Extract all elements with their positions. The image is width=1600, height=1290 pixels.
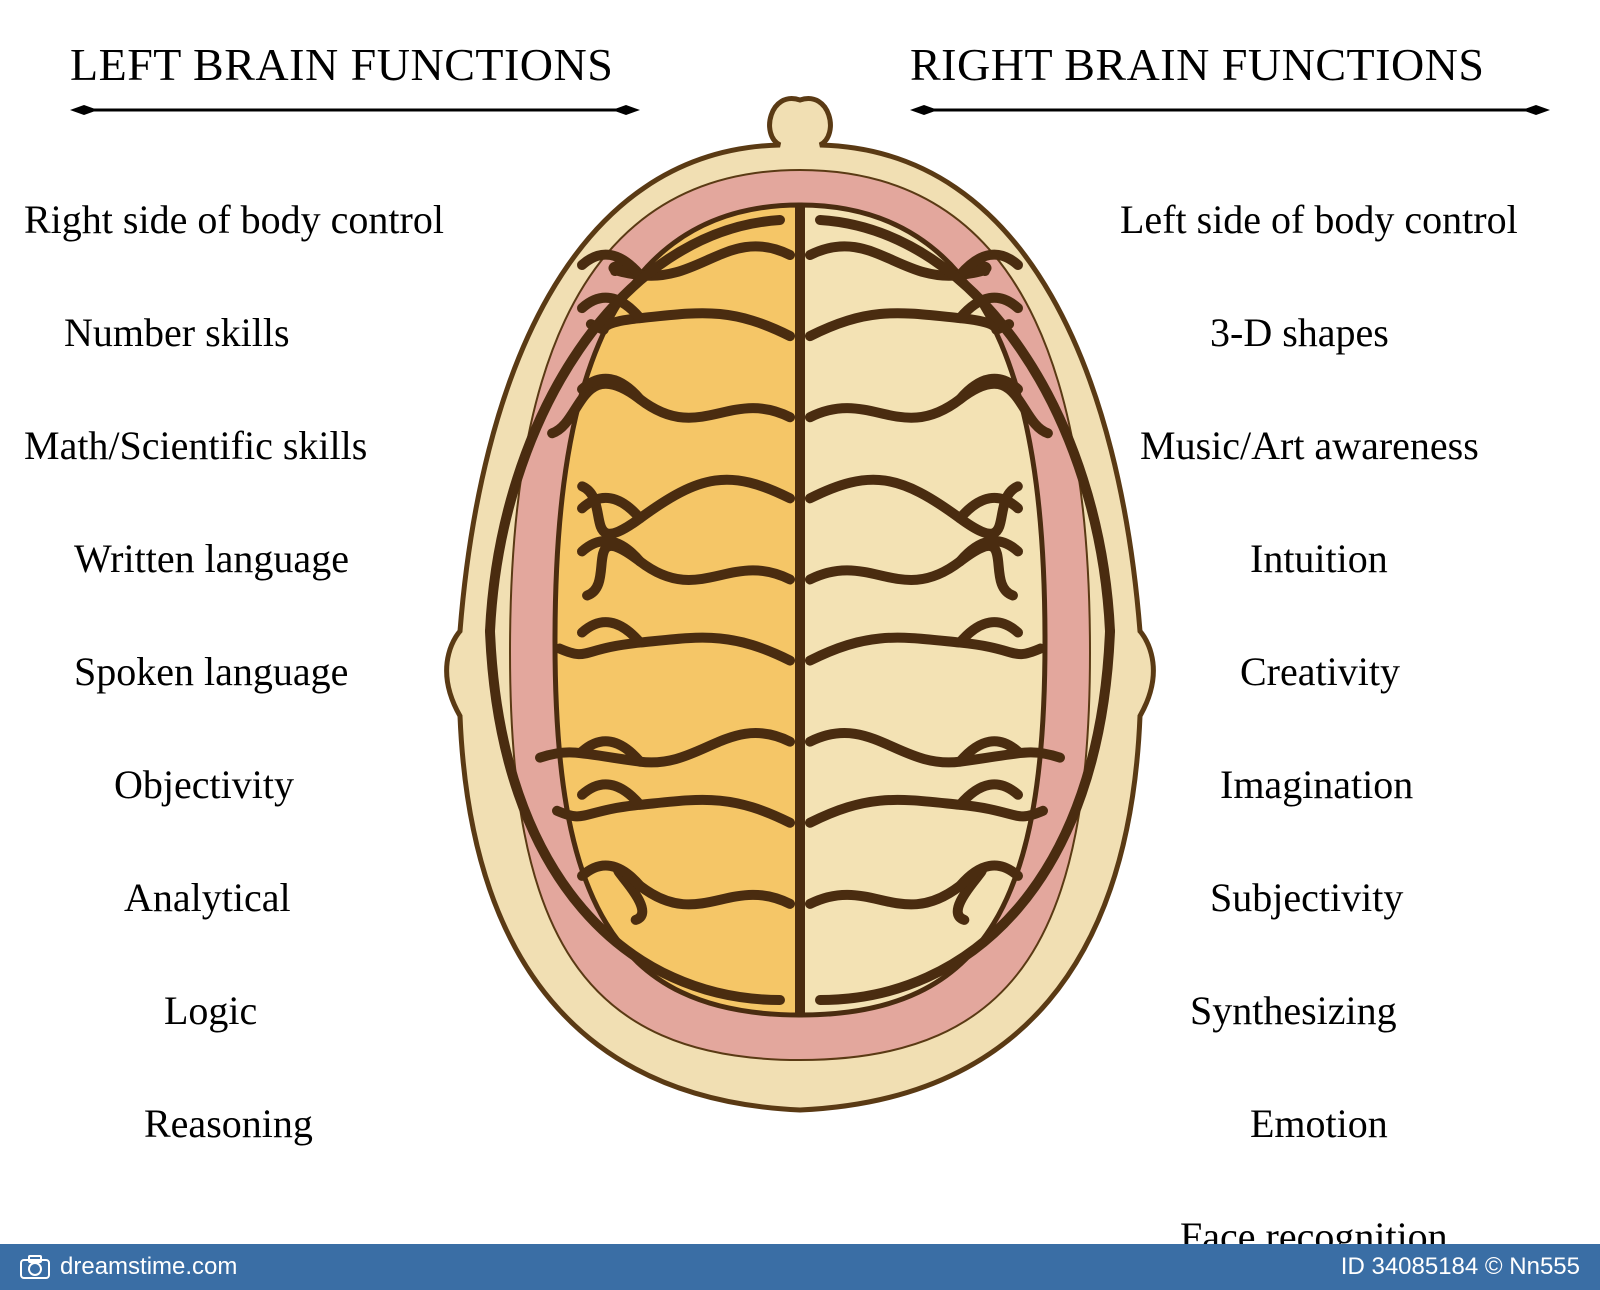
list-item: Reasoning — [24, 1100, 484, 1147]
list-item: Analytical — [24, 874, 484, 921]
list-item: Left side of body control — [1120, 196, 1580, 243]
list-item: Right side of body control — [24, 196, 484, 243]
left-functions-list: Right side of body control Number skills M… — [24, 196, 484, 1147]
watermark-site: dreamstime.com — [60, 1253, 237, 1281]
watermark-bar: dreamstime.com ID 34085184 © Nn555 — [0, 1244, 1600, 1290]
infographic-canvas: LEFT BRAIN FUNCTIONS RIGHT BRAIN FUNCTIO… — [0, 0, 1600, 1290]
list-item: 3-D shapes — [1120, 309, 1580, 356]
list-item: Imagination — [1120, 761, 1580, 808]
list-item: Subjectivity — [1120, 874, 1580, 921]
brain-diagram — [420, 80, 1180, 1140]
list-item: Logic — [24, 987, 484, 1034]
list-item: Emotion — [1120, 1100, 1580, 1147]
camera-icon — [20, 1255, 50, 1279]
list-item: Creativity — [1120, 648, 1580, 695]
list-item: Number skills — [24, 309, 484, 356]
list-item: Objectivity — [24, 761, 484, 808]
list-item: Spoken language — [24, 648, 484, 695]
list-item: Intuition — [1120, 535, 1580, 582]
right-functions-list: Left side of body control 3-D shapes Music… — [1120, 196, 1580, 1260]
list-item: Math/Scientific skills — [24, 422, 484, 469]
watermark-id: ID 34085184 © Nn555 — [1341, 1253, 1580, 1281]
list-item: Written language — [24, 535, 484, 582]
list-item: Synthesizing — [1120, 987, 1580, 1034]
list-item: Music/Art awareness — [1120, 422, 1580, 469]
